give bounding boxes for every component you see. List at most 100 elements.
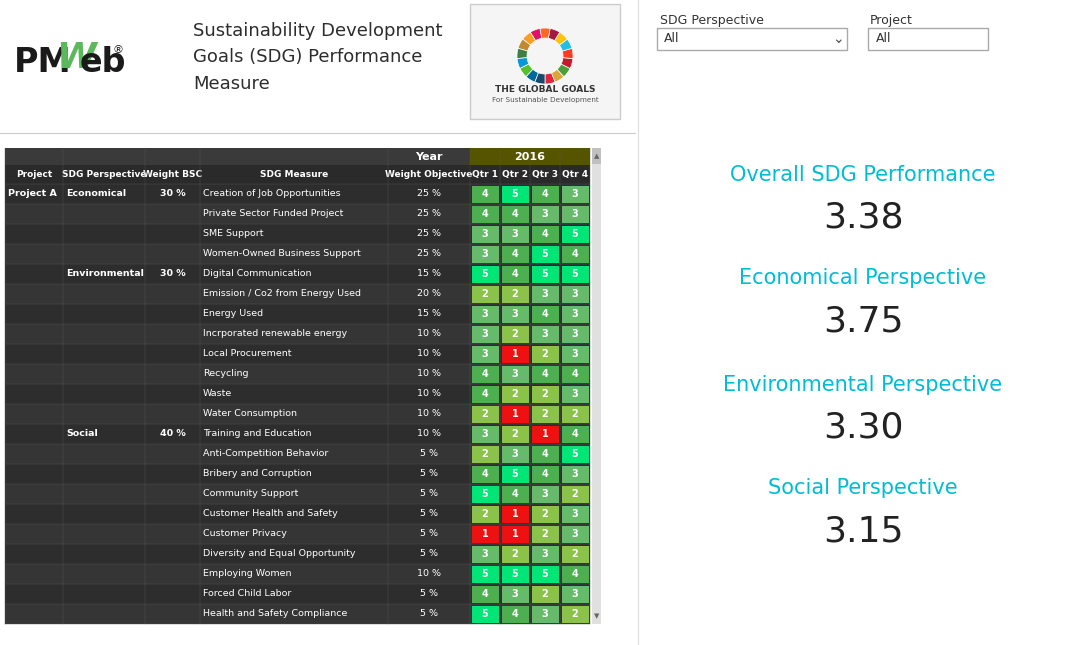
Wedge shape	[517, 48, 528, 59]
Bar	[562, 326, 588, 342]
Text: 1: 1	[512, 509, 518, 519]
Bar	[868, 28, 988, 50]
Bar	[5, 184, 590, 204]
Bar	[5, 165, 590, 184]
Text: eb: eb	[79, 46, 126, 79]
Text: 3: 3	[512, 589, 518, 599]
Bar	[5, 444, 590, 464]
Bar	[531, 446, 559, 462]
Bar	[502, 606, 528, 622]
Bar	[502, 226, 528, 243]
Text: 1: 1	[481, 529, 488, 539]
Text: SDG Perspective: SDG Perspective	[660, 14, 763, 27]
Text: Customer Health and Safety: Customer Health and Safety	[203, 510, 338, 519]
Text: 3: 3	[481, 429, 488, 439]
Text: 3: 3	[481, 309, 488, 319]
Bar	[531, 406, 559, 422]
Text: 5: 5	[512, 189, 518, 199]
Text: 5: 5	[481, 269, 488, 279]
Text: Overall SDG Performance: Overall SDG Performance	[731, 165, 995, 185]
Text: 5: 5	[481, 489, 488, 499]
Wedge shape	[526, 69, 538, 82]
Text: 5: 5	[481, 569, 488, 579]
Bar	[5, 304, 590, 324]
Bar	[5, 404, 590, 424]
Text: ▼: ▼	[594, 613, 599, 619]
Text: 2: 2	[481, 449, 488, 459]
Text: 3: 3	[572, 329, 578, 339]
Text: 10 %: 10 %	[417, 430, 441, 439]
Wedge shape	[540, 28, 550, 38]
Text: 3: 3	[572, 349, 578, 359]
Bar	[5, 464, 590, 484]
Text: 4: 4	[481, 369, 488, 379]
Wedge shape	[561, 57, 573, 68]
Bar	[562, 526, 588, 542]
Text: Private Sector Funded Project: Private Sector Funded Project	[203, 210, 343, 219]
Text: 3: 3	[572, 529, 578, 539]
Wedge shape	[523, 32, 536, 45]
Text: Project: Project	[870, 14, 913, 27]
Bar	[592, 148, 601, 624]
Text: 40 %: 40 %	[160, 430, 185, 439]
Text: 2: 2	[572, 409, 578, 419]
Text: Environmental: Environmental	[66, 270, 144, 279]
Text: 3: 3	[512, 229, 518, 239]
Text: 10 %: 10 %	[417, 370, 441, 379]
Bar	[562, 446, 588, 462]
Bar	[472, 186, 499, 203]
Text: Forced Child Labor: Forced Child Labor	[203, 590, 292, 599]
Bar	[472, 226, 499, 243]
Bar	[502, 406, 528, 422]
Text: 3: 3	[572, 309, 578, 319]
Text: 3: 3	[512, 449, 518, 459]
Text: 10 %: 10 %	[417, 350, 441, 359]
Text: 5 %: 5 %	[420, 450, 438, 459]
Text: 5 %: 5 %	[420, 590, 438, 599]
Text: 5 %: 5 %	[420, 510, 438, 519]
Text: 10 %: 10 %	[417, 410, 441, 419]
Bar	[472, 546, 499, 562]
Text: 3: 3	[572, 469, 578, 479]
Bar	[562, 546, 588, 562]
Text: 3: 3	[572, 509, 578, 519]
Bar	[562, 486, 588, 502]
Text: Customer Privacy: Customer Privacy	[203, 530, 286, 539]
Bar	[531, 306, 559, 322]
Text: 2016: 2016	[514, 152, 546, 161]
Text: 4: 4	[512, 609, 518, 619]
Bar	[657, 28, 847, 50]
Text: Project: Project	[16, 170, 52, 179]
Bar	[472, 526, 499, 542]
Bar	[502, 506, 528, 522]
Text: 5: 5	[572, 449, 578, 459]
Text: Anti-Competition Behavior: Anti-Competition Behavior	[203, 450, 329, 459]
Text: 4: 4	[481, 469, 488, 479]
Text: 3.15: 3.15	[823, 514, 903, 548]
Bar	[5, 204, 590, 224]
Text: Qtr 1: Qtr 1	[472, 170, 498, 179]
Text: 3: 3	[481, 229, 488, 239]
Text: ⌄: ⌄	[832, 32, 844, 46]
Bar	[562, 346, 588, 362]
Bar	[472, 366, 499, 382]
Text: Recycling: Recycling	[203, 370, 248, 379]
Text: 5 %: 5 %	[420, 470, 438, 479]
Text: 3: 3	[541, 289, 549, 299]
Text: 15 %: 15 %	[417, 310, 441, 319]
Text: 30 %: 30 %	[160, 190, 185, 199]
Text: 4: 4	[572, 429, 578, 439]
Text: 4: 4	[512, 269, 518, 279]
Bar	[472, 446, 499, 462]
Text: 3.30: 3.30	[823, 411, 903, 445]
Text: 5: 5	[541, 269, 549, 279]
Text: 2: 2	[512, 389, 518, 399]
Bar	[472, 246, 499, 263]
Text: 10 %: 10 %	[417, 570, 441, 579]
Text: 3.38: 3.38	[822, 201, 903, 235]
Bar	[5, 384, 590, 404]
Text: All: All	[664, 32, 680, 46]
Bar	[5, 244, 590, 264]
Text: 4: 4	[512, 249, 518, 259]
Bar	[5, 344, 590, 364]
